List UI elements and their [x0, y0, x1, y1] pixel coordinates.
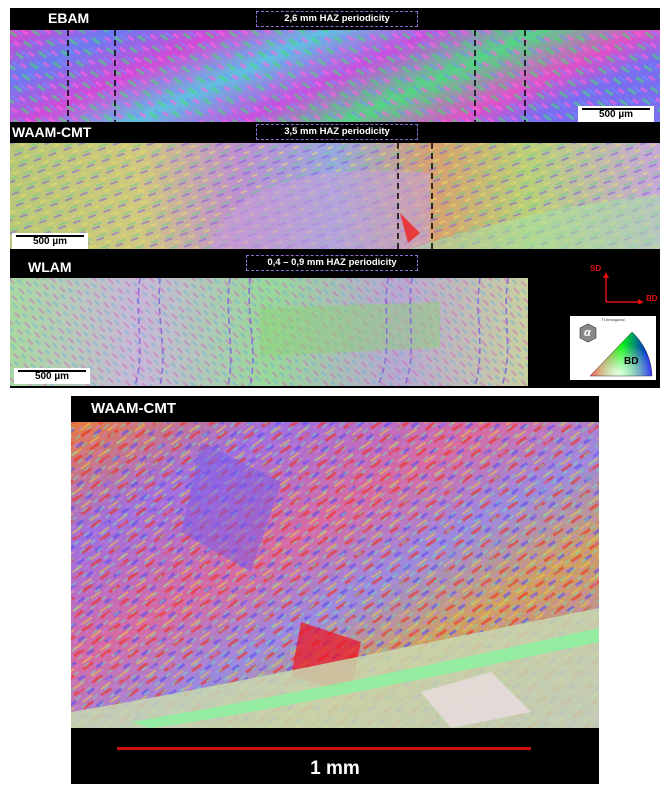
- axis-sd-label: SD: [590, 264, 602, 273]
- waam-haz-label: 3,5 mm HAZ periodicity: [256, 124, 418, 140]
- ebam-ebsd-map: [10, 30, 660, 122]
- ebsd-composite-panel: EBAM 2,6 mm HAZ periodicity 500 µm: [10, 8, 660, 388]
- wlam-haz-label: 0,4 – 0,9 mm HAZ periodicity: [246, 255, 418, 271]
- ebam-label: EBAM: [48, 10, 90, 26]
- waam-zoom-ebsd-map: [71, 422, 599, 728]
- wlam-label: WLAM: [28, 259, 72, 275]
- ebam-scale-label: 500 µm: [598, 109, 634, 120]
- ipf-key-header: Ti-hexagonal: [601, 317, 625, 322]
- waam-zoom-panel: WAAM-CMT: [71, 396, 599, 784]
- ipf-color-key: Ti-hexagonal α BD: [570, 316, 656, 380]
- waam-scale-bar: 500 µm: [12, 233, 88, 249]
- ebam-scale-bar: 500 µm: [578, 106, 654, 122]
- hexagonal-crystal-icon: [579, 323, 597, 343]
- waam-scale-label: 500 µm: [32, 236, 68, 247]
- wlam-ebsd-map: [10, 278, 528, 386]
- waam-label: WAAM-CMT: [12, 124, 92, 140]
- waam-ebsd-map: [10, 143, 660, 249]
- ipf-alpha-label: α: [584, 327, 591, 339]
- zoom-title: WAAM-CMT: [91, 400, 176, 417]
- sd-bd-axis-icon: [603, 272, 644, 304]
- axis-bd-label: BD: [646, 294, 658, 303]
- zoom-scale-label: 1 mm: [310, 758, 360, 779]
- wlam-scale-bar: 500 µm: [14, 368, 90, 384]
- ebam-haz-label: 2,6 mm HAZ periodicity: [256, 11, 418, 27]
- wlam-scale-label: 500 µm: [34, 371, 70, 382]
- ipf-bd-label: BD: [624, 356, 639, 367]
- zoom-scale-line: [117, 747, 531, 750]
